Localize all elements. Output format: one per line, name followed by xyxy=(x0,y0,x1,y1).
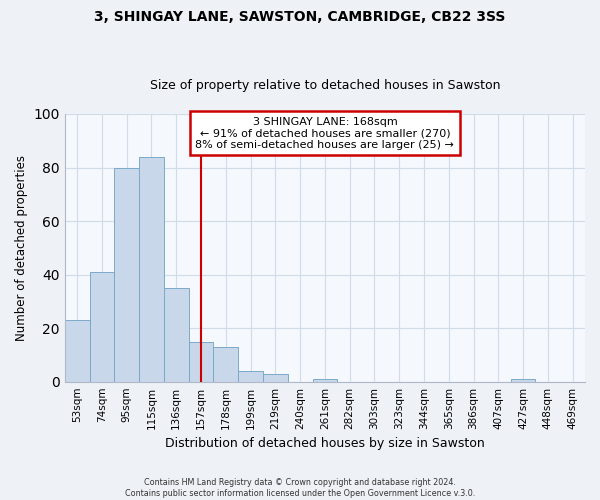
Bar xyxy=(89,272,115,382)
X-axis label: Distribution of detached houses by size in Sawston: Distribution of detached houses by size … xyxy=(165,437,485,450)
Text: 3, SHINGAY LANE, SAWSTON, CAMBRIDGE, CB22 3SS: 3, SHINGAY LANE, SAWSTON, CAMBRIDGE, CB2… xyxy=(94,10,506,24)
Bar xyxy=(115,168,139,382)
Bar xyxy=(263,374,288,382)
Bar xyxy=(313,379,337,382)
Bar xyxy=(214,347,238,382)
Text: Contains HM Land Registry data © Crown copyright and database right 2024.
Contai: Contains HM Land Registry data © Crown c… xyxy=(125,478,475,498)
Bar xyxy=(188,342,214,382)
Title: Size of property relative to detached houses in Sawston: Size of property relative to detached ho… xyxy=(149,79,500,92)
Bar xyxy=(139,157,164,382)
Y-axis label: Number of detached properties: Number of detached properties xyxy=(15,155,28,341)
Text: 3 SHINGAY LANE: 168sqm
← 91% of detached houses are smaller (270)
8% of semi-det: 3 SHINGAY LANE: 168sqm ← 91% of detached… xyxy=(196,116,454,150)
Bar xyxy=(164,288,188,382)
Bar xyxy=(511,379,535,382)
Bar xyxy=(238,371,263,382)
Bar xyxy=(65,320,89,382)
